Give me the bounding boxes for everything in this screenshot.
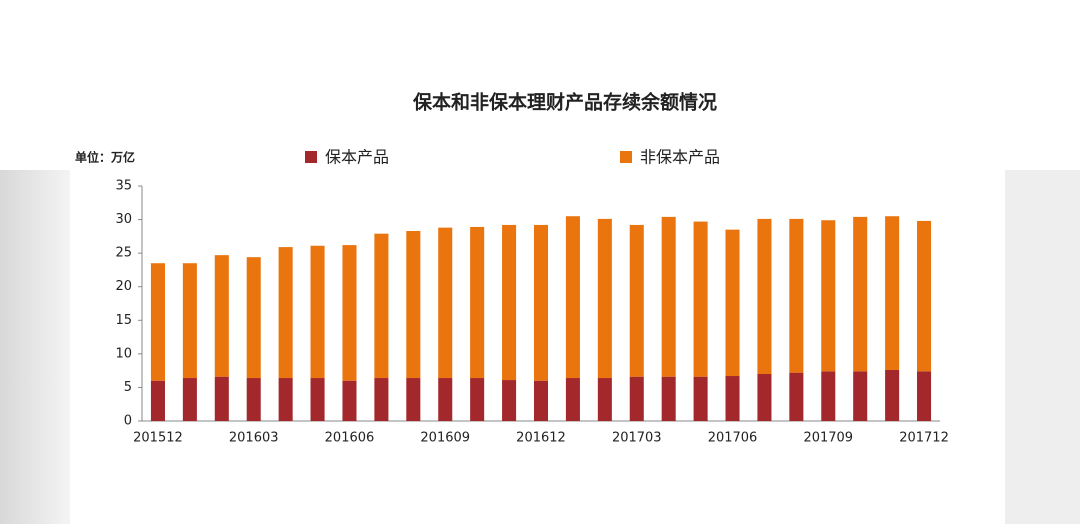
bar-segment [246,257,261,379]
bar-segment [821,220,836,372]
legend-label: 非保本产品 [640,148,720,167]
bar-segment [246,378,261,421]
bar-segment [374,378,389,421]
x-tick-label: 201609 [420,431,470,446]
bar-segment [725,229,740,377]
bar-segment [757,374,772,421]
bar-segment [885,216,900,370]
legend-label: 保本产品 [325,148,389,167]
bar-segment [310,378,325,421]
bar-segment [533,224,549,381]
bar-segment [661,376,676,421]
y-tick-label: 5 [124,380,132,395]
bar-segment [470,378,485,421]
bar-segment [565,378,580,421]
bar-segment [150,380,165,421]
x-tick-label: 201512 [133,431,183,446]
bar-segment [629,376,644,421]
bar-segment [502,224,517,381]
unit-label: 单位：万亿 [75,150,135,165]
y-tick-label: 20 [115,279,132,294]
bar-segment [597,218,612,379]
bar-segment [182,263,197,379]
bar-segment [342,245,357,381]
bar-segment [438,227,453,379]
bar-segment [629,224,644,377]
bar-segment [565,216,580,379]
chart-title: 保本和非保本理财产品存续余额情况 [412,91,717,114]
bar-segment [789,218,804,373]
y-tick-label: 35 [115,179,132,194]
bar-segment [725,376,740,421]
bar-segment [917,220,932,372]
x-tick-label: 201703 [612,431,662,446]
bar-segment [853,216,868,372]
bar-segment [917,371,932,421]
bar-segment [470,226,485,379]
bar-segment [214,255,229,377]
bar-segment [214,376,229,421]
x-tick-label: 201606 [325,431,375,446]
x-tick-label: 201612 [516,431,566,446]
bar-segment [502,380,517,421]
y-tick-label: 10 [115,346,132,361]
x-tick-label: 201706 [708,431,758,446]
bar-segment [693,376,708,421]
bar-segment [278,378,293,421]
y-tick-label: 30 [115,212,132,227]
bar-segment [374,233,389,379]
bar-segment [406,230,421,379]
x-tick-label: 201709 [803,431,853,446]
bar-segment [150,263,165,381]
bar-segment [693,221,708,377]
bar-segment [597,378,612,421]
background-panel [1005,170,1080,524]
bar-segment [438,378,453,421]
bar-segment [533,380,549,421]
bar-segment [661,216,676,377]
bar-segment [821,371,836,421]
bar-segment [853,371,868,421]
bar-segment [310,245,325,379]
bar-segment [278,247,293,379]
bar-segment [406,378,421,421]
x-tick-label: 201712 [899,431,949,446]
bar-segment [789,372,804,421]
background-panel [0,170,70,524]
bar-segment [757,218,772,374]
bar-segment [885,369,900,421]
legend-swatch [305,151,317,163]
bar-segment [182,378,197,421]
y-tick-label: 15 [115,313,132,328]
bar-segment [342,380,357,421]
x-tick-label: 201603 [229,431,279,446]
y-tick-label: 0 [124,414,132,429]
y-tick-label: 25 [115,246,132,261]
legend-swatch [620,151,632,163]
